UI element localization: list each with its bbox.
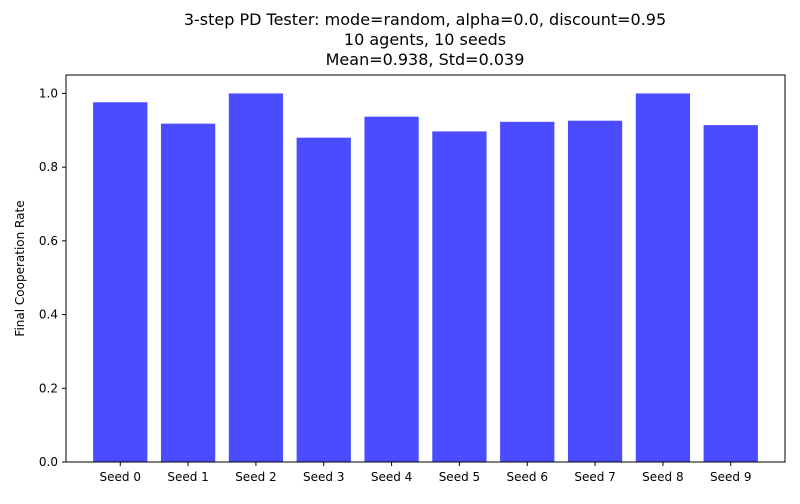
- chart-title-line-2: 10 agents, 10 seeds: [344, 30, 506, 49]
- bar-0: [93, 102, 148, 462]
- plot-frame: [65, 74, 786, 463]
- x-tick-label-5: Seed 5: [439, 470, 480, 484]
- y-tick-label-1: 0.2: [39, 381, 58, 395]
- bar-4: [364, 116, 419, 463]
- chart-title-line-1: 3-step PD Tester: mode=random, alpha=0.0…: [184, 10, 666, 29]
- y-tick-label-5: 1.0: [39, 86, 58, 100]
- x-tick-label-3: Seed 3: [303, 470, 344, 484]
- x-tick-label-9: Seed 9: [710, 470, 751, 484]
- bar-series: [93, 93, 758, 463]
- x-tick-label-1: Seed 1: [167, 470, 208, 484]
- y-axis: 0.0 0.2 0.4 0.6 0.8 1.0: [39, 86, 66, 469]
- bar-9: [703, 125, 758, 462]
- bar-6: [500, 121, 555, 463]
- x-tick-label-8: Seed 8: [642, 470, 683, 484]
- bar-3: [296, 137, 351, 462]
- bar-2: [228, 93, 284, 462]
- x-tick-label-6: Seed 6: [507, 470, 548, 484]
- x-tick-label-2: Seed 2: [235, 470, 276, 484]
- y-tick-label-4: 0.8: [39, 160, 58, 174]
- bar-5: [432, 131, 487, 463]
- x-tick-label-0: Seed 0: [100, 470, 141, 484]
- x-tick-label-7: Seed 7: [574, 470, 615, 484]
- y-tick-label-0: 0.0: [39, 455, 58, 469]
- bar-1: [160, 123, 216, 462]
- y-tick-label-2: 0.4: [39, 308, 58, 322]
- y-tick-label-3: 0.6: [39, 234, 58, 248]
- x-axis: Seed 0 Seed 1 Seed 2 Seed 3 Seed 4 Seed 5 Seed…: [100, 462, 751, 484]
- bar-8: [635, 93, 691, 462]
- chart-title: 3-step PD Tester: mode=random, alpha=0.0…: [184, 10, 666, 69]
- y-axis-label: Final Cooperation Rate: [13, 200, 27, 336]
- bar-7: [567, 120, 623, 463]
- chart-title-line-3: Mean=0.938, Std=0.039: [326, 50, 525, 69]
- x-tick-label-4: Seed 4: [371, 470, 412, 484]
